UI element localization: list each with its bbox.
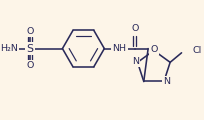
Text: H₂N: H₂N <box>0 44 18 53</box>
Text: O: O <box>26 61 34 70</box>
Text: O: O <box>149 45 157 54</box>
Text: NH: NH <box>112 44 126 53</box>
Text: S: S <box>27 44 33 54</box>
Text: O: O <box>26 27 34 36</box>
Text: O: O <box>131 24 138 33</box>
Text: N: N <box>132 57 139 66</box>
Text: N: N <box>162 77 170 86</box>
Text: Cl: Cl <box>192 46 201 55</box>
